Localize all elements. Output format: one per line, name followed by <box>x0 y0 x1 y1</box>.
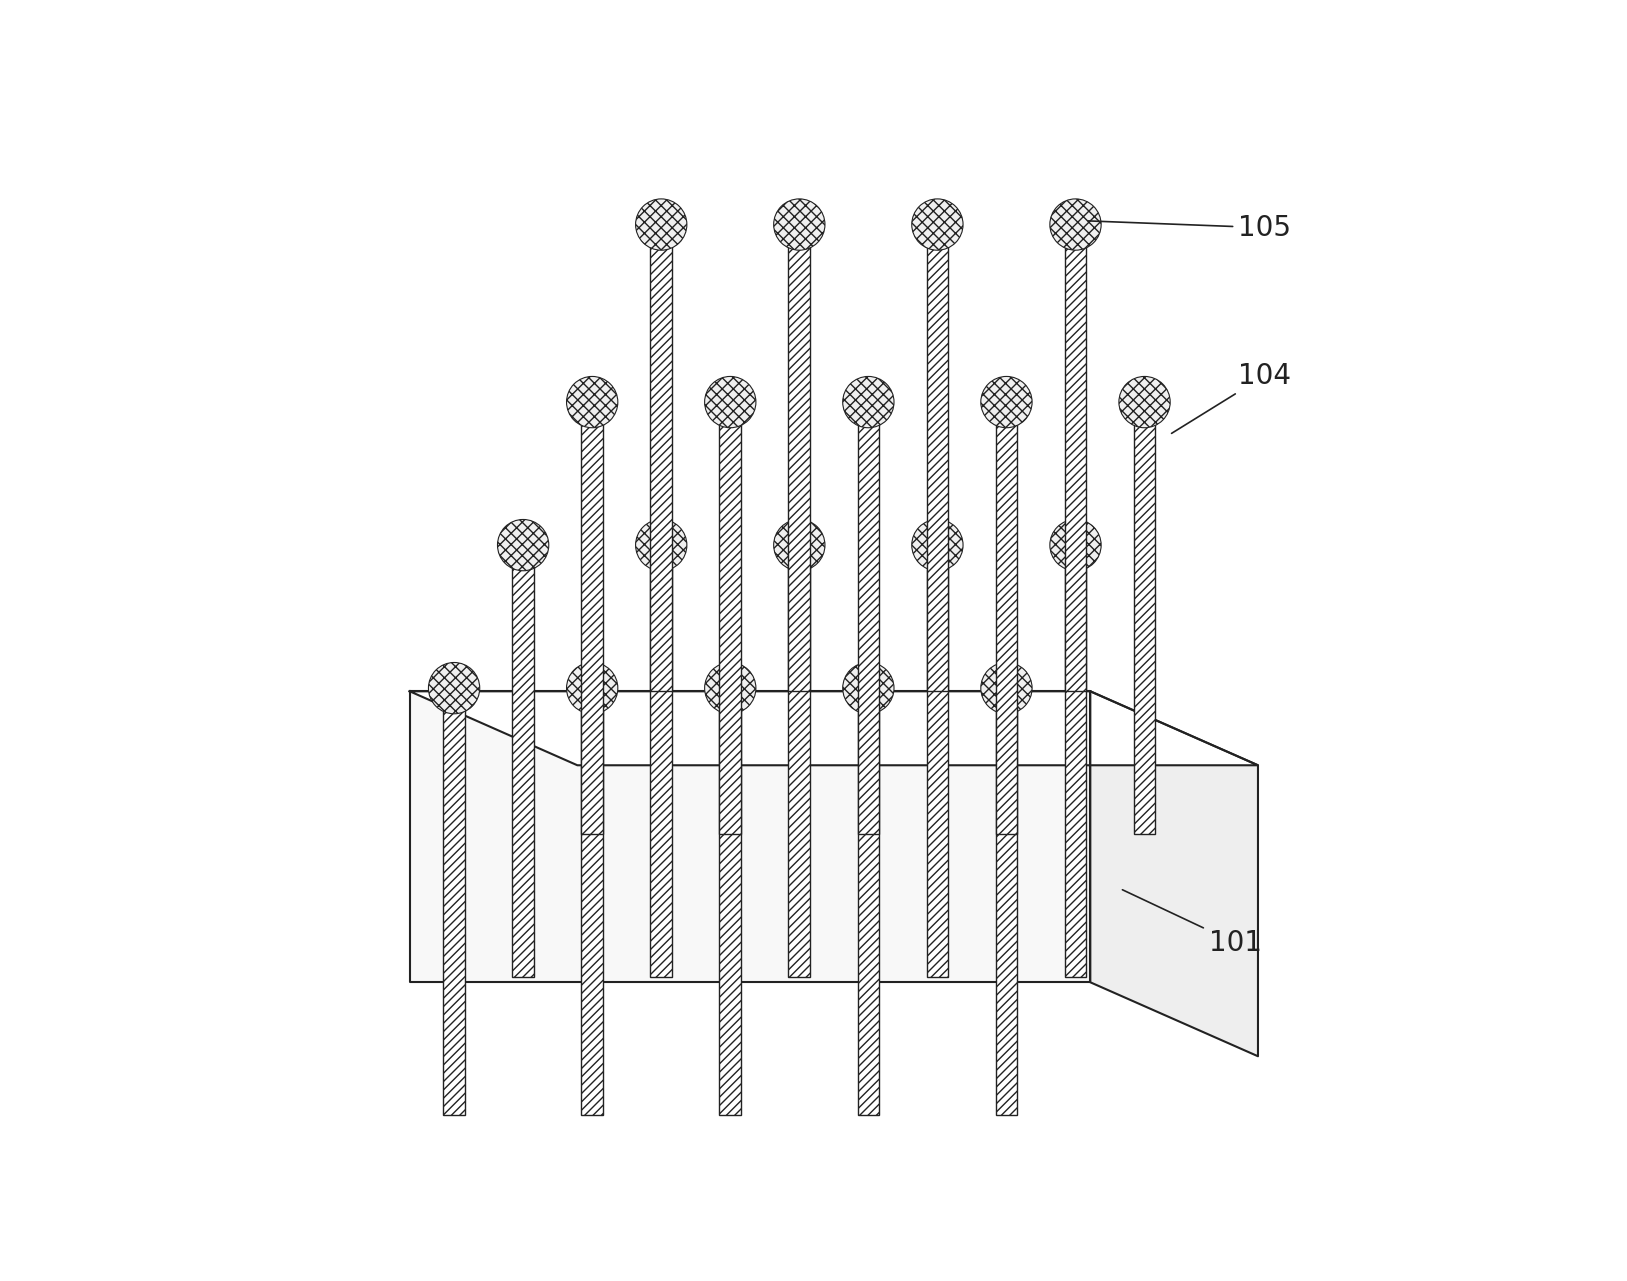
Text: 101: 101 <box>1123 890 1261 957</box>
Circle shape <box>774 520 825 571</box>
Bar <box>857 706 879 1116</box>
Circle shape <box>566 662 618 714</box>
Bar <box>581 706 604 1116</box>
Circle shape <box>498 520 548 571</box>
Bar <box>1064 242 1087 692</box>
Bar <box>651 564 672 977</box>
Circle shape <box>981 377 1032 428</box>
Bar <box>513 564 534 977</box>
Bar <box>926 564 949 977</box>
Circle shape <box>566 377 618 428</box>
Circle shape <box>911 520 963 571</box>
Circle shape <box>1049 520 1101 571</box>
Bar <box>581 420 604 834</box>
Circle shape <box>428 662 480 714</box>
Bar <box>857 420 879 834</box>
Circle shape <box>704 377 757 428</box>
Bar <box>926 242 949 692</box>
Bar <box>443 706 465 1116</box>
Polygon shape <box>410 692 1258 765</box>
Bar <box>1134 420 1155 834</box>
Bar <box>1064 564 1087 977</box>
Circle shape <box>774 199 825 250</box>
Circle shape <box>636 520 687 571</box>
Bar <box>719 706 742 1116</box>
Bar <box>651 242 672 692</box>
Circle shape <box>704 662 757 714</box>
Circle shape <box>911 199 963 250</box>
Bar <box>996 706 1017 1116</box>
Text: 104: 104 <box>1171 361 1292 433</box>
Bar <box>719 420 742 834</box>
Circle shape <box>843 377 893 428</box>
Circle shape <box>843 662 893 714</box>
Circle shape <box>1119 377 1170 428</box>
Polygon shape <box>410 692 1090 983</box>
Text: 105: 105 <box>1088 214 1292 242</box>
Circle shape <box>636 199 687 250</box>
Circle shape <box>1049 199 1101 250</box>
Polygon shape <box>1090 692 1258 1057</box>
Bar <box>789 564 810 977</box>
Bar <box>996 420 1017 834</box>
Circle shape <box>981 662 1032 714</box>
Bar <box>789 242 810 692</box>
